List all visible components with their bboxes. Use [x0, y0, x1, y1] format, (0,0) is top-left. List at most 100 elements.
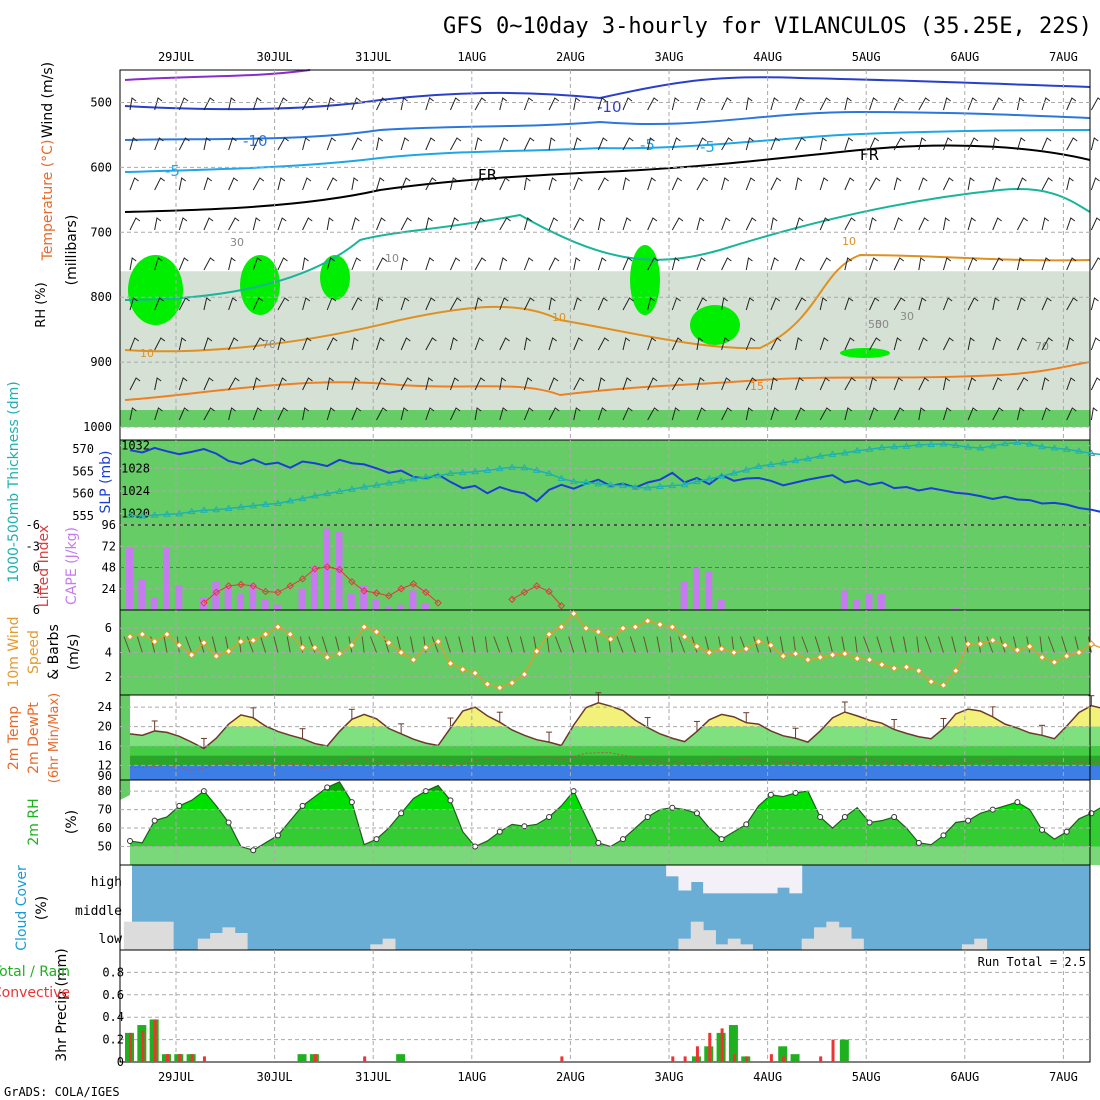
cloud-low-cell	[197, 938, 211, 950]
wind-speed-point	[878, 660, 886, 669]
wind-barb	[252, 297, 264, 311]
wind-barb	[671, 377, 684, 391]
wind-barb	[819, 407, 832, 421]
wind-barb	[548, 177, 557, 191]
date-label: 1AUG	[457, 50, 486, 64]
wind-barb	[548, 257, 560, 271]
wind-barbs	[129, 97, 1100, 421]
rh-point	[915, 839, 922, 846]
wind-barb	[302, 257, 309, 271]
wind-barb	[967, 377, 977, 391]
thickness-point	[680, 480, 689, 488]
wind-barb	[425, 297, 436, 311]
cloud-low-cell	[234, 933, 248, 950]
wind-barb	[203, 337, 213, 351]
wind-barb	[841, 636, 846, 653]
thickness-point	[1087, 449, 1096, 456]
wind-barb	[203, 97, 215, 111]
contour-label: -5	[640, 136, 655, 154]
li-point	[335, 565, 344, 574]
cloud-high-cell	[703, 865, 716, 894]
wind-barb	[449, 337, 458, 351]
thickness-point	[409, 474, 418, 482]
wind-barb	[351, 97, 361, 111]
wind-barb	[721, 257, 732, 271]
wind-barb	[1061, 636, 1068, 653]
wind-barb	[721, 377, 731, 391]
wind-barb	[425, 177, 437, 191]
wind-barb	[893, 257, 905, 271]
wind-barb	[916, 636, 920, 653]
y-axis-label: 2m Temp	[6, 706, 22, 770]
wind-barb	[671, 297, 681, 311]
wind-barb	[203, 257, 215, 271]
wind-barb	[458, 636, 464, 653]
wind-barb	[474, 97, 486, 111]
isotherm-line	[124, 253, 1091, 353]
wind-barb	[622, 407, 633, 421]
wind-speed-point	[545, 630, 553, 638]
wind-barb	[647, 137, 655, 151]
precip-conv-bar	[732, 1054, 736, 1062]
wind-barb	[326, 377, 334, 391]
wind-barb	[918, 377, 929, 391]
rh-fill-90	[128, 255, 183, 325]
wind-speed-point	[804, 656, 812, 664]
wind-barb	[678, 636, 686, 653]
rh-point	[644, 813, 651, 820]
wind-barb	[573, 97, 581, 111]
wind-barb	[573, 377, 585, 391]
wind-barb	[1090, 257, 1100, 271]
wind-barb	[893, 297, 906, 311]
wind-speed-point	[853, 654, 861, 663]
li-point	[274, 588, 282, 596]
cloud-low-cell	[727, 938, 741, 950]
thickness-point	[150, 511, 159, 518]
thickness-point	[840, 449, 849, 456]
y-tick-label: 1020	[121, 507, 150, 521]
wind-barb	[594, 636, 599, 653]
wind-barb	[409, 636, 414, 653]
li-point	[200, 599, 208, 607]
wind-barb	[745, 217, 757, 231]
wind-barb	[449, 177, 458, 191]
wind-speed-point	[631, 623, 640, 631]
wind-barb	[918, 297, 927, 311]
precip-total-bar	[790, 1054, 800, 1062]
wind-barb	[1016, 257, 1025, 271]
wind-speed-point	[828, 651, 837, 659]
wind-barb	[351, 337, 359, 351]
wind-barb	[302, 337, 312, 351]
date-label: 31JUL	[355, 1070, 391, 1084]
wind-speed-point	[791, 650, 800, 658]
wind-barb	[597, 217, 606, 231]
contour-label: -5	[165, 162, 180, 180]
wind-barb	[779, 636, 784, 653]
wind-barb	[450, 297, 462, 311]
wind-barb	[1066, 257, 1077, 271]
li-point	[249, 582, 257, 590]
thickness-point	[446, 469, 455, 477]
wind-barb	[523, 407, 534, 421]
wind-speed-point	[175, 641, 184, 649]
cloud-low-cell	[136, 921, 149, 950]
thickness-point	[175, 509, 184, 517]
rh-fill-90	[320, 255, 350, 300]
y-axis-label: (%)	[64, 810, 80, 834]
wind-barb	[136, 636, 143, 653]
wind-barb	[321, 636, 328, 653]
wind-barb	[869, 137, 880, 151]
wind-barb	[795, 297, 807, 311]
wind-speed-point	[237, 637, 245, 646]
cloud-background	[132, 865, 1090, 950]
wind-barb	[992, 177, 1001, 191]
wind-barb	[1047, 636, 1055, 653]
wind-barb	[1066, 337, 1074, 351]
wind-barb	[554, 636, 562, 653]
wind-speed-point	[249, 636, 257, 645]
wind-barb	[425, 407, 435, 421]
y-axis-label: Cloud Cover	[14, 865, 30, 951]
wind-barb	[1041, 407, 1051, 421]
thickness-point	[976, 444, 985, 451]
wind-barb	[326, 177, 338, 191]
